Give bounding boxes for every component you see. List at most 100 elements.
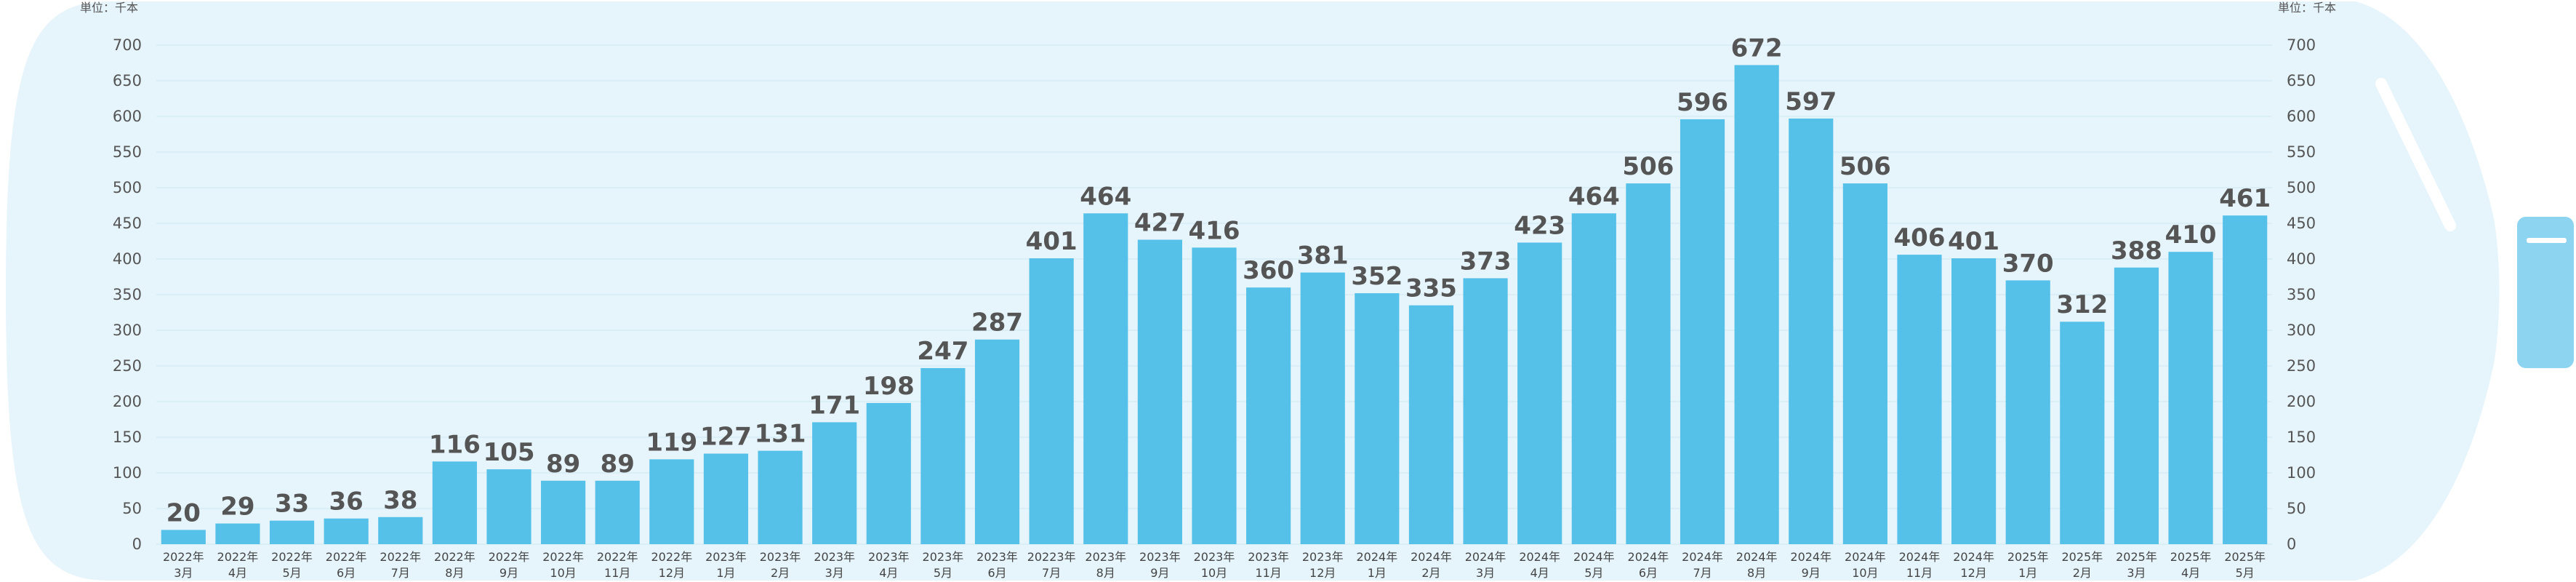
- data-label: 464: [1568, 182, 1620, 211]
- bar: [1083, 213, 1128, 544]
- y-axis-right: 0 50 100 150 200 250 300 350 400 450 500 550 600 650 7…: [2287, 36, 2316, 553]
- y-tick-label-left: 400: [113, 250, 142, 268]
- y-tick-label-right: 650: [2287, 72, 2316, 89]
- y-tick-label-left: 300: [113, 322, 142, 339]
- x-tick-label-year: 2024年: [1736, 550, 1778, 564]
- x-tick-label-month: 10月: [550, 566, 576, 580]
- y-tick-label-left: 0: [132, 535, 142, 553]
- y-tick-label-left: 250: [113, 357, 142, 375]
- data-label: 171: [808, 391, 860, 420]
- y-tick-label-right: 0: [2287, 535, 2296, 553]
- x-tick-label-year: 2023年: [923, 550, 964, 564]
- x-tick-label-year: 2023年: [1085, 550, 1126, 564]
- x-tick-label-year: 2022年: [217, 550, 259, 564]
- data-label: 116: [429, 430, 481, 459]
- x-tick-label-year: 2023年: [1302, 550, 1344, 564]
- y-tick-label-left: 450: [113, 215, 142, 232]
- data-label: 370: [2002, 249, 2054, 278]
- bottle-cap: [2517, 217, 2574, 368]
- bar: [432, 461, 477, 544]
- data-label: 247: [917, 337, 968, 366]
- x-tick-label-year: 2022年: [651, 550, 692, 564]
- x-tick-label-year: 2022年: [163, 550, 204, 564]
- bar: [2168, 252, 2213, 544]
- bar: [541, 480, 586, 544]
- x-tick-label-month: 2月: [2073, 566, 2092, 580]
- y-tick-label-right: 600: [2287, 108, 2316, 125]
- bar: [649, 459, 694, 544]
- x-tick-label-month: 6月: [987, 566, 1006, 580]
- y-tick-label-right: 100: [2287, 464, 2316, 482]
- x-tick-label-year: 2023年: [760, 550, 801, 564]
- x-tick-label-year: 2024年: [1356, 550, 1397, 564]
- x-tick-label-year: 2022年: [489, 550, 530, 564]
- bar: [1300, 272, 1345, 544]
- bar: [1029, 258, 1074, 544]
- data-label: 335: [1405, 274, 1457, 303]
- bar: [703, 453, 749, 544]
- x-tick-label-month: 2月: [1421, 566, 1440, 580]
- data-label: 506: [1622, 152, 1674, 181]
- y-tick-label-right: 400: [2287, 250, 2316, 268]
- x-tick-label-month: 8月: [1096, 566, 1115, 580]
- y-tick-label-right: 150: [2287, 428, 2316, 446]
- data-label: 352: [1351, 262, 1403, 291]
- data-label: 127: [700, 423, 752, 452]
- x-tick-label-year: 2024年: [1628, 550, 1669, 564]
- bar: [1246, 287, 1291, 544]
- bar: [758, 450, 803, 544]
- bar: [1842, 183, 1887, 544]
- data-label: 416: [1189, 216, 1240, 245]
- y-tick-label-left: 200: [113, 393, 142, 410]
- bar: [1897, 255, 1942, 544]
- y-tick-label-left: 550: [113, 143, 142, 161]
- data-label: 105: [483, 438, 535, 467]
- x-tick-label-month: 4月: [228, 566, 247, 580]
- data-label: 381: [1297, 242, 1349, 271]
- x-tick-label-month: 11月: [1906, 566, 1933, 580]
- bar: [920, 367, 966, 544]
- x-tick-label-month: 5月: [1584, 566, 1603, 580]
- x-tick-label-year: 2024年: [1790, 550, 1831, 564]
- x-tick-label-month: 4月: [879, 566, 898, 580]
- x-tick-label-month: 6月: [1639, 566, 1658, 580]
- x-tick-label-year: 2025年: [2116, 550, 2157, 564]
- x-tick-label-year: 2023年: [705, 550, 747, 564]
- data-label: 198: [863, 372, 915, 401]
- x-tick-label-year: 2022年: [597, 550, 638, 564]
- data-label: 89: [546, 450, 580, 479]
- x-axis: 2022年 3月 2022年 4月 2022年 5月 2022年 6月 2022年 7月 2022年…: [163, 550, 2266, 580]
- bar: [2114, 267, 2159, 544]
- data-label: 406: [1894, 223, 1946, 252]
- x-tick-label-year: 2025年: [2224, 550, 2266, 564]
- x-tick-label-year: 2024年: [1899, 550, 1941, 564]
- data-label: 29: [220, 493, 254, 522]
- y-tick-label-right: 300: [2287, 322, 2316, 339]
- y-tick-label-left: 600: [113, 108, 142, 125]
- bar: [1626, 183, 1671, 544]
- bar: [1951, 258, 1997, 544]
- x-tick-label-year: 2025年: [2061, 550, 2103, 564]
- bar: [1789, 118, 1834, 544]
- x-tick-label-month: 11月: [1255, 566, 1281, 580]
- data-label: 33: [275, 490, 309, 519]
- bar: [1571, 213, 1616, 544]
- x-tick-label-year: 2022年: [271, 550, 313, 564]
- bar: [1734, 65, 1779, 544]
- bar: [812, 422, 857, 544]
- x-tick-label-month: 9月: [499, 566, 518, 580]
- x-tick-label-year: 2025年: [2170, 550, 2212, 564]
- bar: [1355, 293, 1400, 544]
- y-tick-label-right: 450: [2287, 215, 2316, 232]
- data-label: 597: [1785, 87, 1837, 116]
- data-label: 36: [329, 487, 363, 517]
- x-tick-label-month: 8月: [445, 566, 464, 580]
- x-tick-label-year: 2022年: [434, 550, 476, 564]
- x-tick-label-year: 2022年: [380, 550, 421, 564]
- x-tick-label-year: 2024年: [1465, 550, 1506, 564]
- bar: [974, 339, 1020, 544]
- data-label: 672: [1731, 33, 1783, 63]
- bar: [866, 402, 911, 544]
- data-label: 423: [1514, 211, 1565, 240]
